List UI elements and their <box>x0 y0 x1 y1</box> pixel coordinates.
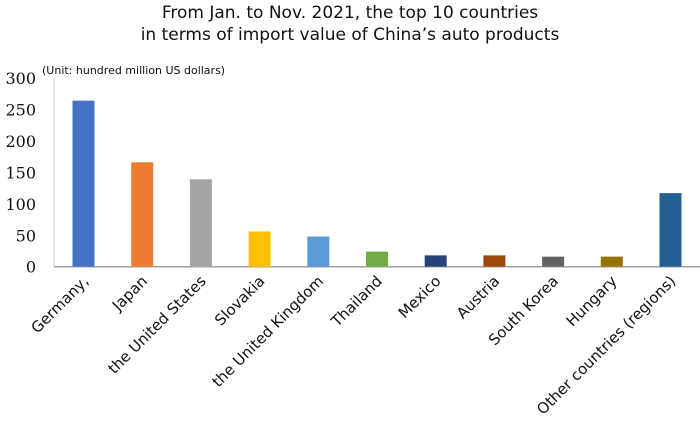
x-tick-label: the United Kingdom <box>208 272 327 391</box>
x-tick-label: the United States <box>104 272 209 377</box>
x-tick-label: Mexico <box>395 272 445 322</box>
chart-title-line-2: in terms of import value of China’s auto… <box>140 25 560 45</box>
bar-the-united-kingdom <box>307 236 330 267</box>
y-tick-label: 150 <box>5 163 36 182</box>
chart-title: From Jan. to Nov. 2021, the top 10 count… <box>0 2 700 46</box>
bar-south-korea <box>542 256 565 267</box>
chart-title-line-1: From Jan. to Nov. 2021, the top 10 count… <box>161 3 539 23</box>
bar-japan <box>131 162 154 267</box>
x-tick-label: Thailand <box>327 272 386 331</box>
bar-hungary <box>600 256 623 267</box>
bar-austria <box>483 255 506 267</box>
x-tick-label: Austria <box>453 272 503 322</box>
y-tick-label: 100 <box>5 195 36 214</box>
bar-the-united-states <box>189 179 212 267</box>
unit-note: (Unit: hundred million US dollars) <box>42 64 226 77</box>
bar-germany <box>72 100 95 267</box>
y-tick-label: 0 <box>26 258 36 277</box>
y-tick-label: 250 <box>5 100 36 119</box>
bar-thailand <box>366 251 388 267</box>
bar-other-countries-regions <box>659 193 682 267</box>
y-tick-label: 200 <box>5 132 36 151</box>
bar-slovakia <box>248 231 271 267</box>
x-tick-label: Slovakia <box>211 272 268 329</box>
x-tick-label: Japan <box>108 272 151 315</box>
y-tick-label: 300 <box>5 69 36 88</box>
x-tick-label: Hungary <box>563 272 621 330</box>
bar-mexico <box>424 255 447 267</box>
y-tick-label: 50 <box>16 226 36 245</box>
x-tick-label: Germany, <box>27 272 92 337</box>
